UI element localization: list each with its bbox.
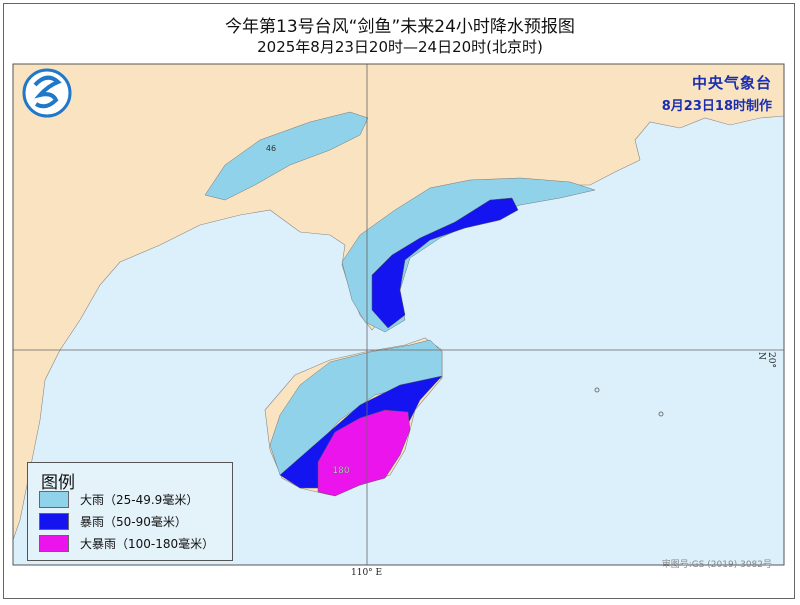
longitude-label: 110° E [351,568,383,578]
legend: 图例 大雨（25-49.9毫米） 暴雨（50-90毫米） 大暴雨（100-180… [27,462,233,561]
hainan-value-label: 180 [332,466,349,476]
legend-label: 大雨（25-49.9毫米） [80,493,199,507]
legend-item-heavy-rain: 大雨（25-49.9毫米） [39,491,198,508]
map-title: 今年第13号台风“剑鱼”未来24小时降水预报图 [225,17,575,37]
legend-label: 大暴雨（100-180毫米） [80,537,215,551]
legend-label: 暴雨（50-90毫米） [80,515,187,529]
torrential-rain-area-hainan [317,409,411,497]
legend-swatch [39,513,69,530]
island [658,411,664,417]
agency-name: 中央气象台 [691,74,772,92]
issuer-block: 中央气象台 8月23日18时制作 [662,72,772,114]
outer-frame [3,3,795,599]
rainstorm-area-coast [371,197,519,329]
map-frame [12,63,785,566]
legend-swatch [39,491,69,508]
island [594,387,600,393]
legend-swatch [39,535,69,552]
review-number: 审图号:GS (2019) 3082号 [661,560,772,570]
legend-item-rainstorm: 暴雨（50-90毫米） [39,513,187,530]
heavy-rain-area-coast [341,177,596,333]
issue-time: 8月23日18时制作 [661,99,772,114]
north-value-label: 46 [266,144,276,153]
legend-item-torrential-rain: 大暴雨（100-180毫米） [39,535,214,552]
cma-logo [22,68,72,118]
latitude-label: 20° N [756,352,776,368]
heavy-rain-area-north [204,111,369,201]
map-subtitle: 2025年8月23日20时—24日20时(北京时) [257,38,543,56]
legend-title: 图例 [41,473,75,493]
